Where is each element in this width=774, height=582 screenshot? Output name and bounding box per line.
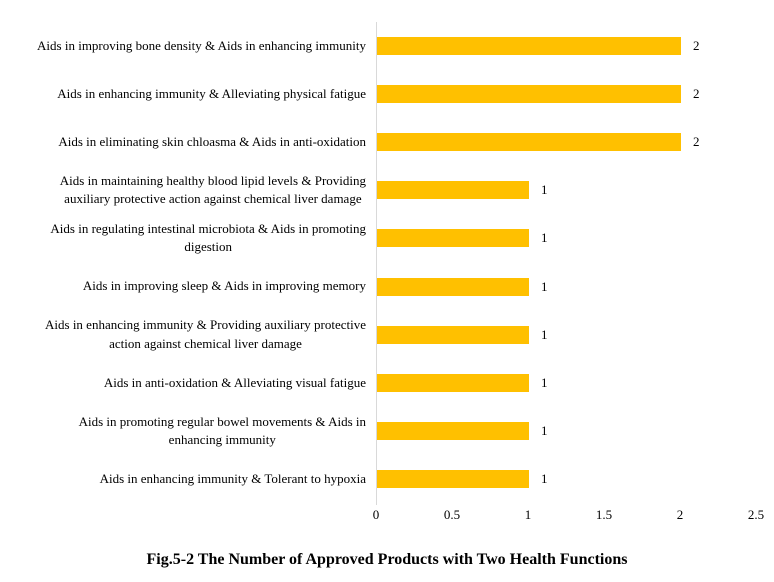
category-label-text: Aids in improving bone density & Aids in… (37, 37, 366, 53)
category-label: Aids in improving sleep & Aids in improv… (0, 277, 372, 295)
category-label: Aids in anti-oxidation & Alleviating vis… (0, 374, 372, 392)
category-label: Aids in eliminating skin chloasma & Aids… (0, 133, 372, 151)
category-label: Aids in promoting regular bowel movement… (0, 413, 372, 449)
data-label: 2 (693, 134, 700, 150)
category-label-text: Aids in promoting regular bowel movement… (78, 413, 366, 447)
chart-title: Fig.5-2 The Number of Approved Products … (146, 551, 628, 568)
bar (377, 85, 681, 104)
bar-rows: Aids in improving bone density & Aids in… (0, 22, 774, 503)
category-label-text: Aids in enhancing immunity & Providing a… (45, 317, 366, 351)
chart-row: Aids in promoting regular bowel movement… (0, 407, 774, 455)
category-label-text: Aids in maintaining healthy blood lipid … (59, 173, 366, 207)
data-label: 1 (541, 470, 548, 486)
bar (377, 277, 529, 296)
chart-row: Aids in improving sleep & Aids in improv… (0, 262, 774, 310)
category-label: Aids in regulating intestinal microbiota… (0, 220, 372, 256)
bar (377, 229, 529, 248)
chart-row: Aids in enhancing immunity & Providing a… (0, 311, 774, 359)
bar (377, 421, 529, 440)
chart-row: Aids in eliminating skin chloasma & Aids… (0, 118, 774, 166)
data-label: 1 (541, 374, 548, 390)
category-label-text: Aids in regulating intestinal microbiota… (50, 221, 366, 255)
category-label: Aids in enhancing immunity & Alleviating… (0, 85, 372, 103)
bar (377, 37, 681, 56)
bar (377, 469, 529, 488)
x-axis: 0 0.5 1 1.5 2 2.5 (0, 507, 774, 525)
y-axis-line (376, 22, 377, 505)
bar (377, 133, 681, 152)
category-label-text: Aids in enhancing immunity & Alleviating… (57, 86, 366, 102)
x-tick-label: 1.5 (595, 507, 613, 522)
data-label: 1 (541, 326, 548, 342)
chart-row: Aids in enhancing immunity & Tolerant to… (0, 455, 774, 503)
data-label: 2 (693, 86, 700, 102)
data-label: 1 (541, 422, 548, 438)
data-label: 1 (541, 182, 548, 198)
bar (377, 325, 529, 344)
data-label: 2 (693, 38, 700, 54)
data-label: 1 (541, 278, 548, 294)
bar (377, 181, 529, 200)
category-label: Aids in maintaining healthy blood lipid … (0, 172, 372, 208)
category-label: Aids in enhancing immunity & Tolerant to… (0, 470, 372, 488)
chart-row: Aids in regulating intestinal microbiota… (0, 214, 774, 262)
x-tick-label: 2.5 (747, 507, 765, 522)
category-label: Aids in enhancing immunity & Providing a… (0, 316, 372, 352)
chart-row: Aids in anti-oxidation & Alleviating vis… (0, 359, 774, 407)
chart-row: Aids in improving bone density & Aids in… (0, 22, 774, 70)
x-tick-label: 0 (372, 507, 380, 522)
category-label-text: Aids in eliminating skin chloasma & Aids… (58, 134, 366, 150)
category-label-text: Aids in enhancing immunity & Tolerant to… (99, 470, 366, 486)
category-label: Aids in improving bone density & Aids in… (0, 37, 372, 55)
category-label-text: Aids in anti-oxidation & Alleviating vis… (103, 374, 366, 390)
x-tick-label: 2 (676, 507, 684, 522)
x-tick-label: 1 (524, 507, 532, 522)
x-tick-label: 0.5 (443, 507, 461, 522)
bar (377, 373, 529, 392)
chart-row: Aids in maintaining healthy blood lipid … (0, 166, 774, 214)
data-label: 1 (541, 230, 548, 246)
chart-row: Aids in enhancing immunity & Alleviating… (0, 70, 774, 118)
category-label-text: Aids in improving sleep & Aids in improv… (82, 278, 366, 294)
